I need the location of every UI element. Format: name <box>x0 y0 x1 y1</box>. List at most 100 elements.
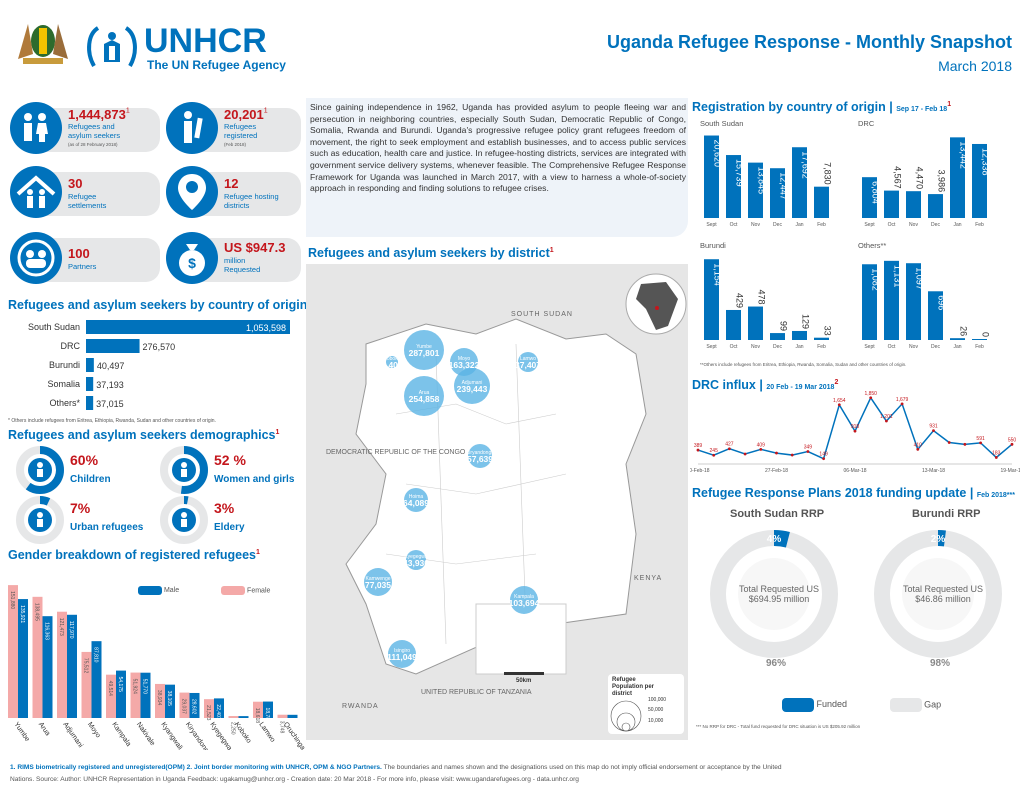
reg-month-label: Nov <box>751 222 760 228</box>
drc-point <box>963 442 967 446</box>
org-subtitle: The UN Refugee Agency <box>147 58 286 72</box>
stat-note: (Feb 2018) <box>224 142 247 147</box>
rrp-south-sudan-title: South Sudan RRP <box>730 508 825 520</box>
stat-partners: 100 Partners <box>10 232 160 284</box>
reg-bar-label: 478 <box>757 290 767 305</box>
gender-label-female: 21,523 <box>205 705 211 721</box>
reg-bar <box>726 309 741 340</box>
stat-settlements: 30 Refugee settlements <box>10 166 160 218</box>
gender-title: Gender breakdown of registered refugees1 <box>8 548 260 562</box>
org-name: UNHCR <box>144 22 267 60</box>
demo-pct-children: 60% <box>70 452 99 468</box>
reg-bar-label: 99 <box>779 321 789 331</box>
gender-bar-male <box>214 698 224 718</box>
person-body <box>181 519 187 527</box>
drc-point-label: 389 <box>694 443 703 449</box>
map-label-rwanda: RWANDA <box>342 703 379 710</box>
drc-x-label: 27-Feb-18 <box>765 468 788 474</box>
drc-point <box>822 457 825 461</box>
gender-bar-female <box>155 683 165 718</box>
reg-month-label: Jan <box>953 344 961 350</box>
map-title: Refugees and asylum seekers by district1 <box>308 246 554 260</box>
drc-point-label: 149 <box>819 452 828 458</box>
drc-x-label: 13-Mar-18 <box>922 468 945 474</box>
reg-month-label: Feb <box>975 344 984 350</box>
funding-pct-label: 4% <box>767 534 782 545</box>
stat-refugees: 1,444,8731 Refugees and asylum seekers (… <box>10 102 160 154</box>
map-bubble <box>510 586 538 614</box>
funding-donut-inner <box>902 558 974 630</box>
drc-point-label: 349 <box>804 445 813 451</box>
reg-bar <box>792 330 807 340</box>
reg-bar-label: 4,567 <box>893 166 903 189</box>
reg-bar <box>726 155 741 218</box>
reg-month-label: Oct <box>730 222 738 228</box>
stat-value: US $947.3 <box>224 240 286 255</box>
gender-district-label: Kyangwali <box>159 721 183 750</box>
reg-bar <box>906 263 921 340</box>
stat-label: Refugee hosting districts <box>224 192 279 210</box>
map-bubble-name: Yumbe <box>416 344 432 350</box>
reg-month-label: Nov <box>909 344 918 350</box>
gender-bar-female <box>8 585 18 718</box>
gender-label-female: 121,473 <box>58 618 64 636</box>
reg-panel-title: DRC <box>858 119 875 128</box>
map-bubble <box>454 368 490 404</box>
rrp-burundi-title: Burundi RRP <box>912 508 981 520</box>
gender-bar-female <box>204 699 214 718</box>
drc-point <box>743 452 747 456</box>
reg-bar <box>950 338 965 340</box>
map-bubble-name: Moyo <box>458 356 470 362</box>
origin-value: 40,497 <box>97 361 125 371</box>
reg-bar <box>928 194 943 218</box>
reg-bar-label: 12,338 <box>981 148 991 176</box>
origin-bar <box>86 377 94 391</box>
gender-bar-female <box>228 716 239 718</box>
map-bubble-value: 77,035 <box>365 580 391 590</box>
origin-title: Refugees and asylum seekers by country o… <box>8 298 311 312</box>
svg-text:$: $ <box>188 255 196 271</box>
stat-value: 20,201 <box>224 107 264 122</box>
rrp-south-sudan-gap-pct: 96% <box>766 658 787 669</box>
map-bubble-value: 111,049 <box>387 652 417 662</box>
family-icon <box>10 102 62 154</box>
reg-bar <box>972 143 987 218</box>
map-bubble-name: Koboko <box>384 356 401 362</box>
map-bubble-name: Kyegegwa <box>404 554 428 560</box>
gender-label-female: 151,880 <box>9 591 15 609</box>
origin-bar <box>86 339 140 353</box>
map-bubble-value: 64,089 <box>403 498 429 508</box>
gender-bar-female <box>179 692 190 718</box>
reg-month-label: Sept <box>706 222 717 228</box>
gender-district-label: Moyo <box>86 721 102 739</box>
reg-bar <box>972 339 987 340</box>
gender-label-male: 3,648 <box>289 721 295 734</box>
reg-month-label: Feb <box>975 222 984 228</box>
intro-text: Since gaining independence in 1962, Ugan… <box>310 102 686 194</box>
map-bubble-name: Isingiro <box>394 648 410 654</box>
drc-point <box>790 453 794 457</box>
map-bubble <box>388 640 416 668</box>
drc-point <box>932 429 935 433</box>
reg-bar <box>862 177 877 218</box>
reg-month-label: Oct <box>888 222 896 228</box>
demographics-title: Refugees and asylum seekers demographics… <box>8 428 280 442</box>
gender-label-female: 51,924 <box>132 679 138 695</box>
reg-bar-label: 429 <box>735 293 745 308</box>
map-pin-icon <box>166 166 218 218</box>
person-head <box>37 462 43 468</box>
drc-point-label: 931 <box>929 424 938 430</box>
demo-donut-fill <box>16 496 64 544</box>
reg-month-label: Nov <box>909 222 918 228</box>
gender-bar-male <box>287 714 298 718</box>
drc-point-label: 183 <box>992 450 1001 456</box>
drc-influx-line-chart: 389 245 427 409 349 149 1,654 918 1,850 1,201 1,67… <box>690 391 1020 474</box>
reg-bar <box>950 137 965 218</box>
funding-footnote: *** No RRP for DRC - Total fund requeste… <box>696 724 861 729</box>
map-bubble-value: 103,694 <box>509 598 540 608</box>
reg-bar-label: 1,082 <box>871 268 881 291</box>
reg-month-label: Feb <box>817 344 826 350</box>
drc-point-label: 1,850 <box>864 391 877 397</box>
gender-bar-female <box>253 701 263 718</box>
